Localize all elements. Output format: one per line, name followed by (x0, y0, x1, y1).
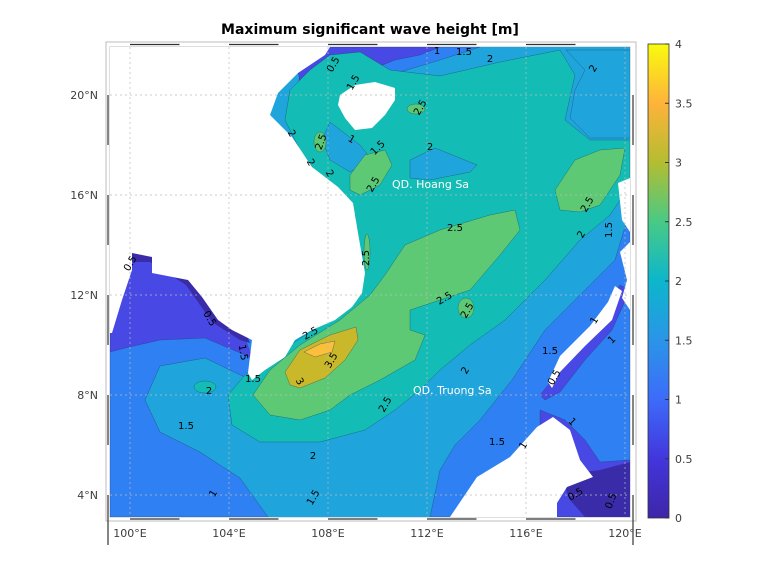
contour-label: 2 (304, 157, 317, 168)
band-2.5-3-east (554, 147, 626, 213)
colorbar-tick-label: 1.5 (675, 334, 693, 347)
contour-label: 2 (459, 365, 472, 376)
contour-label: 1 (207, 488, 220, 499)
contour-label: 2 (310, 451, 316, 462)
contour-label: 2 (206, 386, 212, 397)
band-1.5-2-northeast (565, 49, 630, 139)
contour-label: 1.5 (245, 374, 261, 385)
place-label-truong-sa: QD. Truong Sa (413, 384, 492, 397)
land-palawan (548, 286, 622, 388)
x-tick-label: 120°E (608, 527, 641, 540)
band-2.5-3-small (313, 131, 327, 153)
land-mindoro (620, 242, 630, 310)
y-tick-label: 12°N (70, 289, 98, 302)
contour-label: 1 (517, 440, 530, 451)
colorbar-tick-label: 0.5 (675, 453, 693, 466)
contour-label: 2 (323, 168, 336, 179)
contour-label: 1 (434, 46, 440, 57)
colorbar-tick-label: 0 (675, 512, 682, 525)
land-borneo (450, 417, 593, 517)
contour-label: 1.5 (542, 346, 558, 357)
map-title: Maximum significant wave height [m] (221, 22, 519, 38)
contour-label: 2 (427, 142, 433, 153)
contour-label: 1.5 (178, 421, 194, 432)
colorbar-tick-label: 4 (675, 38, 682, 51)
colorbar-tick-label: 1 (675, 394, 682, 407)
band-2.5-3-tonkin (349, 149, 393, 196)
y-tick-label: 8°N (77, 389, 98, 402)
contour-label: 1.5 (604, 222, 615, 238)
x-tick-label: 104°E (212, 527, 245, 540)
colorbar-tick-label: 3.5 (675, 97, 693, 110)
contour-label: 1.5 (456, 47, 472, 58)
contour-label: 1.5 (489, 437, 505, 448)
y-tick-label: 4°N (77, 489, 98, 502)
contour-label: 2 (487, 54, 493, 65)
contour-label: 1.5 (236, 344, 250, 362)
colorbar: 0 0.5 1 1.5 2 2.5 3 3.5 4 (647, 38, 693, 525)
contour-label: 1 (346, 133, 357, 146)
band-2-2.5-gulf-patch (193, 380, 217, 394)
x-tick-label: 116°E (509, 527, 542, 540)
band-2.5-3-island (457, 297, 475, 319)
x-tick-label: 112°E (410, 527, 443, 540)
colorbar-tick-label: 3 (675, 157, 682, 170)
contour-label: 0.5 (604, 492, 620, 511)
place-label-hoang-sa: QD. Hoang Sa (392, 178, 469, 191)
x-tick-label: 108°E (311, 527, 344, 540)
x-tick-label: 100°E (113, 527, 146, 540)
contour-label: 3 (293, 376, 306, 387)
band-2.5-3-hainan (406, 103, 426, 115)
land-hainan (338, 82, 395, 130)
land-luzon (618, 178, 630, 232)
contour-label: 2 (285, 128, 298, 139)
y-tick-label: 16°N (70, 189, 98, 202)
map-content: 0.50.51.51.521.521 1.52.53.532.52.52222.5… (110, 46, 630, 517)
band-2.5-3-coast (363, 233, 371, 271)
land-indochina (110, 47, 365, 380)
contour-label: 1 (588, 315, 601, 326)
colorbar-tick-label: 2.5 (675, 216, 693, 229)
band-3-3.5 (284, 326, 359, 389)
contour-label: 2 (575, 229, 588, 240)
band-3.5-4 (303, 340, 336, 358)
contour-label: 2.5 (447, 223, 463, 234)
contour-label: 2.5 (361, 250, 372, 266)
colorbar-tick-label: 2 (675, 275, 682, 288)
y-tick-label: 20°N (70, 89, 98, 102)
contour-label: 2 (587, 63, 600, 74)
contour-label: 2.5 (314, 133, 330, 152)
